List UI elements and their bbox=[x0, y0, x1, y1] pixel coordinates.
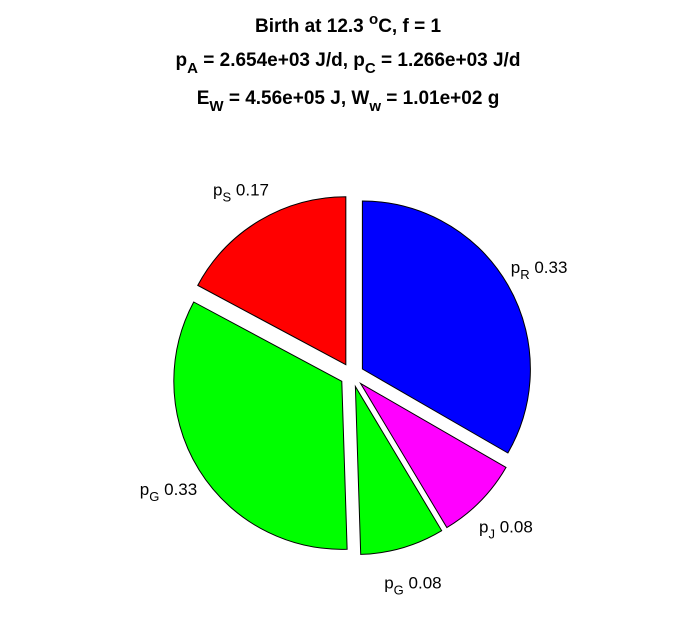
title-line-3: EW = 4.56e+05 J, Ww = 1.01e+02 g bbox=[197, 88, 500, 115]
slice-label-1: pJ 0.08 bbox=[479, 518, 533, 542]
pie-slice-pj-1 bbox=[359, 382, 507, 529]
chart-title: Birth at 12.3 oC, f = 1 pA = 2.654e+03 J/… bbox=[176, 11, 521, 115]
pie-slice-pg-2 bbox=[354, 384, 443, 555]
pie-slice-pg-3 bbox=[173, 301, 348, 550]
slice-label-0: pR 0.33 bbox=[511, 258, 568, 282]
pie-slice-pr-0 bbox=[361, 200, 531, 454]
title-line-2: pA = 2.654e+03 J/d, pC = 1.266e+03 J/d bbox=[176, 50, 521, 77]
slice-label-4: pS 0.17 bbox=[213, 181, 269, 205]
title-line-1: Birth at 12.3 oC, f = 1 bbox=[255, 11, 441, 37]
pie-slices bbox=[173, 196, 531, 555]
slice-label-3: pG 0.33 bbox=[140, 480, 197, 504]
slice-label-2: pG 0.08 bbox=[384, 573, 441, 597]
pie-slice-labels: pR 0.33 pJ 0.08 pG 0.08 pG 0.33 pS 0.17 bbox=[140, 181, 568, 598]
pie-slice-ps-4 bbox=[197, 196, 347, 366]
